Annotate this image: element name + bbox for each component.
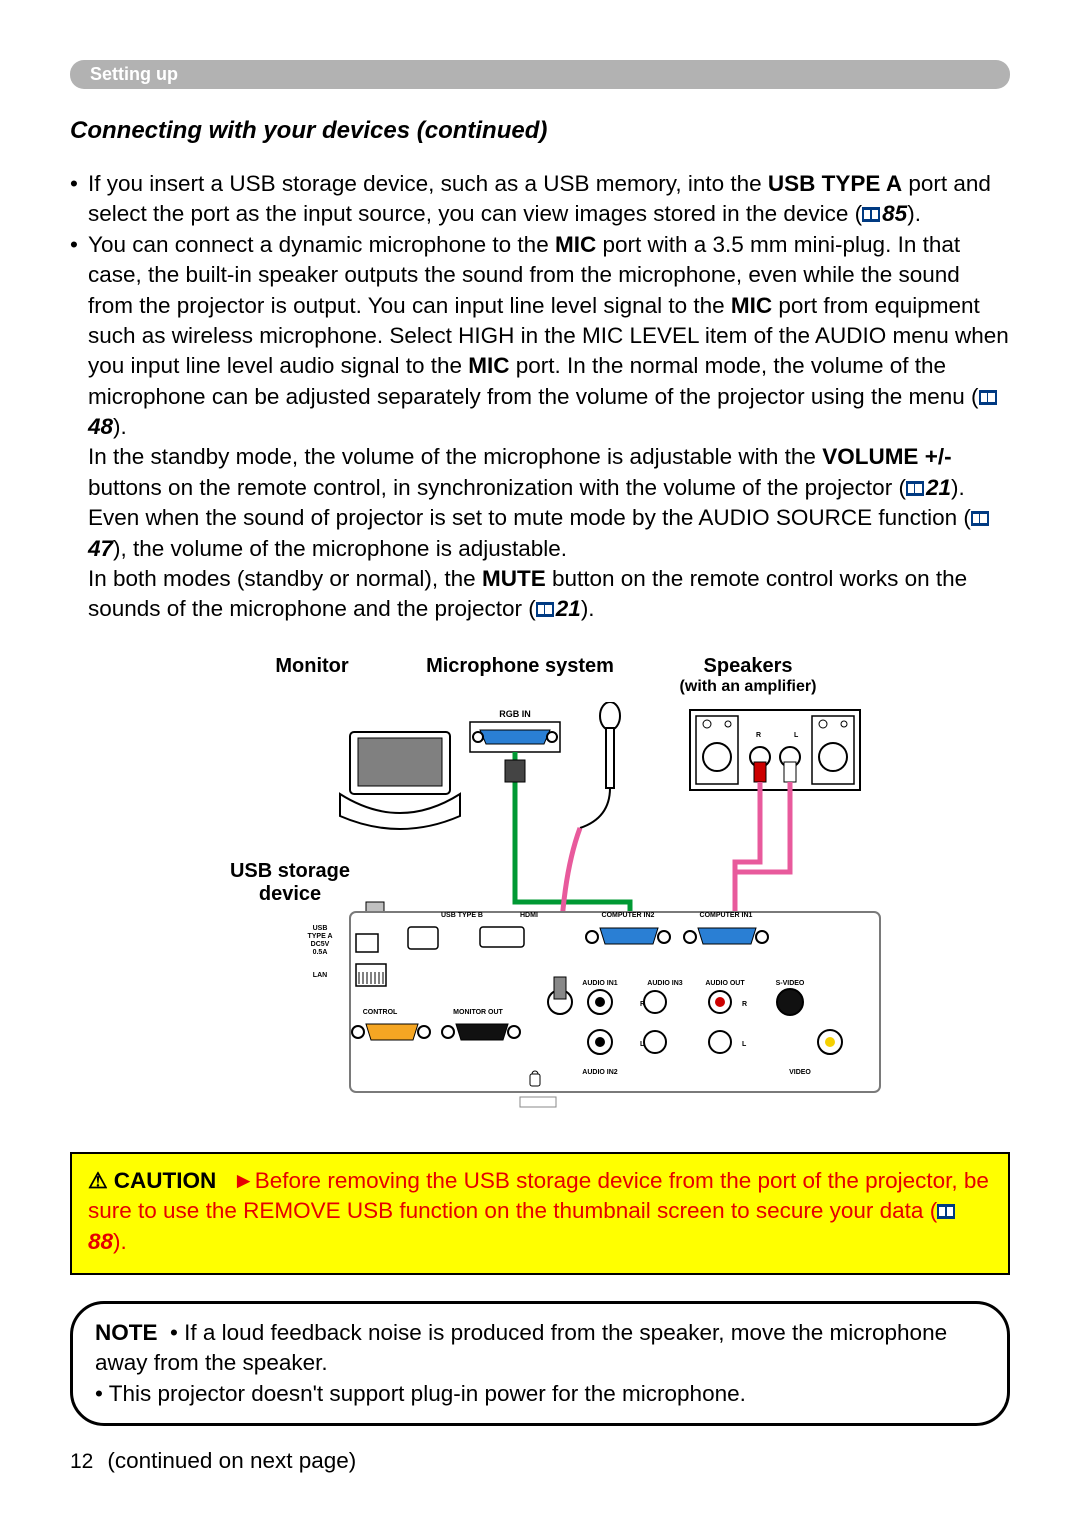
bullet-dot: • xyxy=(70,169,88,230)
svg-text:TYPE A: TYPE A xyxy=(307,933,332,940)
svg-text:R: R xyxy=(756,732,761,739)
caution-box: ⚠ CAUTION ►Before removing the USB stora… xyxy=(70,1152,1010,1275)
microphone-icon xyxy=(580,702,620,828)
svg-text:AUDIO OUT: AUDIO OUT xyxy=(705,980,745,987)
note-b2: This projector doesn't support plug-in p… xyxy=(109,1381,746,1406)
svg-text:AUDIO IN2: AUDIO IN2 xyxy=(582,1069,618,1076)
connection-diagram: Monitor Microphone system Speakers (with… xyxy=(180,655,900,1132)
label-monitor: Monitor xyxy=(237,655,387,696)
svg-text:COMPUTER IN2: COMPUTER IN2 xyxy=(602,912,655,919)
book-icon xyxy=(536,602,554,617)
p2-t1: In the standby mode, the volume of the m… xyxy=(88,444,822,469)
speakers-icon: R L xyxy=(690,710,860,790)
b2-mic3: MIC xyxy=(468,353,509,378)
b2-t1: You can connect a dynamic microphone to … xyxy=(88,232,555,257)
svg-text:S-VIDEO: S-VIDEO xyxy=(776,980,805,987)
svg-text:USB: USB xyxy=(313,925,328,932)
p3-t2: ), the volume of the microphone is adjus… xyxy=(113,536,567,561)
p2-t3: ). xyxy=(951,475,965,500)
p2-t2: buttons on the remote control, in synchr… xyxy=(88,475,906,500)
label-usb-storage-2: device xyxy=(210,883,370,906)
diagram-svg: RGB IN R L xyxy=(180,702,900,1132)
svg-text:DC5V: DC5V xyxy=(311,941,330,948)
svg-text:VIDEO: VIDEO xyxy=(789,1069,811,1076)
p2-ref: 21 xyxy=(926,475,951,500)
book-icon xyxy=(979,390,997,405)
book-icon xyxy=(937,1204,955,1219)
label-usb-storage-1: USB storage xyxy=(210,860,370,883)
b1-t1: If you insert a USB storage device, such… xyxy=(88,171,768,196)
svg-text:COMPUTER IN1: COMPUTER IN1 xyxy=(700,912,753,919)
svg-text:L: L xyxy=(794,732,799,739)
p4-t3: ). xyxy=(581,596,595,621)
p3-ref: 47 xyxy=(88,536,113,561)
svg-text:R: R xyxy=(640,1001,645,1008)
svg-text:RGB IN: RGB IN xyxy=(499,709,531,719)
svg-text:AUDIO IN3: AUDIO IN3 xyxy=(647,980,683,987)
caution-t1: Before removing the USB storage device f… xyxy=(88,1168,989,1223)
b2-mic2: MIC xyxy=(731,293,772,318)
p3-t1: Even when the sound of projector is set … xyxy=(88,505,971,530)
svg-text:AUDIO IN1: AUDIO IN1 xyxy=(582,980,618,987)
warning-triangle-icon: ⚠ xyxy=(88,1170,108,1192)
caution-label: ⚠ CAUTION xyxy=(88,1166,216,1196)
label-speakers-sub: (with an amplifier) xyxy=(653,678,843,696)
bullet-1: • If you insert a USB storage device, su… xyxy=(70,169,1010,230)
continued-label: (continued on next page) xyxy=(107,1448,356,1474)
b1-ref: 85 xyxy=(882,201,907,226)
bullet-dot: • xyxy=(70,230,88,443)
label-mic-system: Microphone system xyxy=(405,655,635,696)
note-box: NOTE • If a loud feedback noise is produ… xyxy=(70,1301,1010,1426)
bullet-2: • You can connect a dynamic microphone t… xyxy=(70,230,1010,443)
book-icon xyxy=(862,207,880,222)
b2-t5: ). xyxy=(113,414,127,439)
svg-text:CONTROL: CONTROL xyxy=(363,1009,398,1016)
b1-t3: ). xyxy=(907,201,921,226)
section-header: Setting up xyxy=(70,60,1010,89)
book-icon xyxy=(906,481,924,496)
note-label: NOTE xyxy=(95,1320,158,1345)
p4-ref: 21 xyxy=(556,596,581,621)
caution-arrow: ► xyxy=(233,1168,255,1193)
page-number: 12 xyxy=(70,1450,93,1474)
svg-text:L: L xyxy=(640,1041,645,1048)
page-footer: 12 (continued on next page) xyxy=(70,1448,1010,1474)
p2-vol: VOLUME +/- xyxy=(822,444,951,469)
projector-panel: USB TYPE B HDMI COMPUTER IN2 COMPUTER IN… xyxy=(307,912,880,1107)
caution-t2: ). xyxy=(113,1229,127,1254)
monitor-icon xyxy=(340,732,460,829)
rgb-in-panel: RGB IN xyxy=(470,709,560,752)
svg-text:USB TYPE B: USB TYPE B xyxy=(441,912,483,919)
svg-text:L: L xyxy=(742,1041,747,1048)
para-standby: In the standby mode, the volume of the m… xyxy=(70,442,1010,503)
para-audiosource: Even when the sound of projector is set … xyxy=(70,503,1010,564)
para-mute: In both modes (standby or normal), the M… xyxy=(70,564,1010,625)
body-text-region: • If you insert a USB storage device, su… xyxy=(70,169,1010,625)
caution-label-text: CAUTION xyxy=(114,1166,217,1196)
p4-mute: MUTE xyxy=(482,566,546,591)
svg-text:0.5A: 0.5A xyxy=(313,949,328,956)
b2-ref1: 48 xyxy=(88,414,113,439)
svg-text:HDMI: HDMI xyxy=(520,912,538,919)
b1-usb-type-a: USB TYPE A xyxy=(768,171,902,196)
page-title: Connecting with your devices (continued) xyxy=(70,117,1010,145)
caution-ref: 88 xyxy=(88,1229,113,1254)
label-speakers: Speakers xyxy=(704,655,793,677)
svg-text:R: R xyxy=(742,1001,747,1008)
svg-text:LAN: LAN xyxy=(313,972,327,979)
note-b1: If a loud feedback noise is produced fro… xyxy=(95,1320,947,1375)
book-icon xyxy=(971,511,989,526)
b2-mic: MIC xyxy=(555,232,596,257)
p4-t1: In both modes (standby or normal), the xyxy=(88,566,482,591)
svg-text:MONITOR OUT: MONITOR OUT xyxy=(453,1009,503,1016)
